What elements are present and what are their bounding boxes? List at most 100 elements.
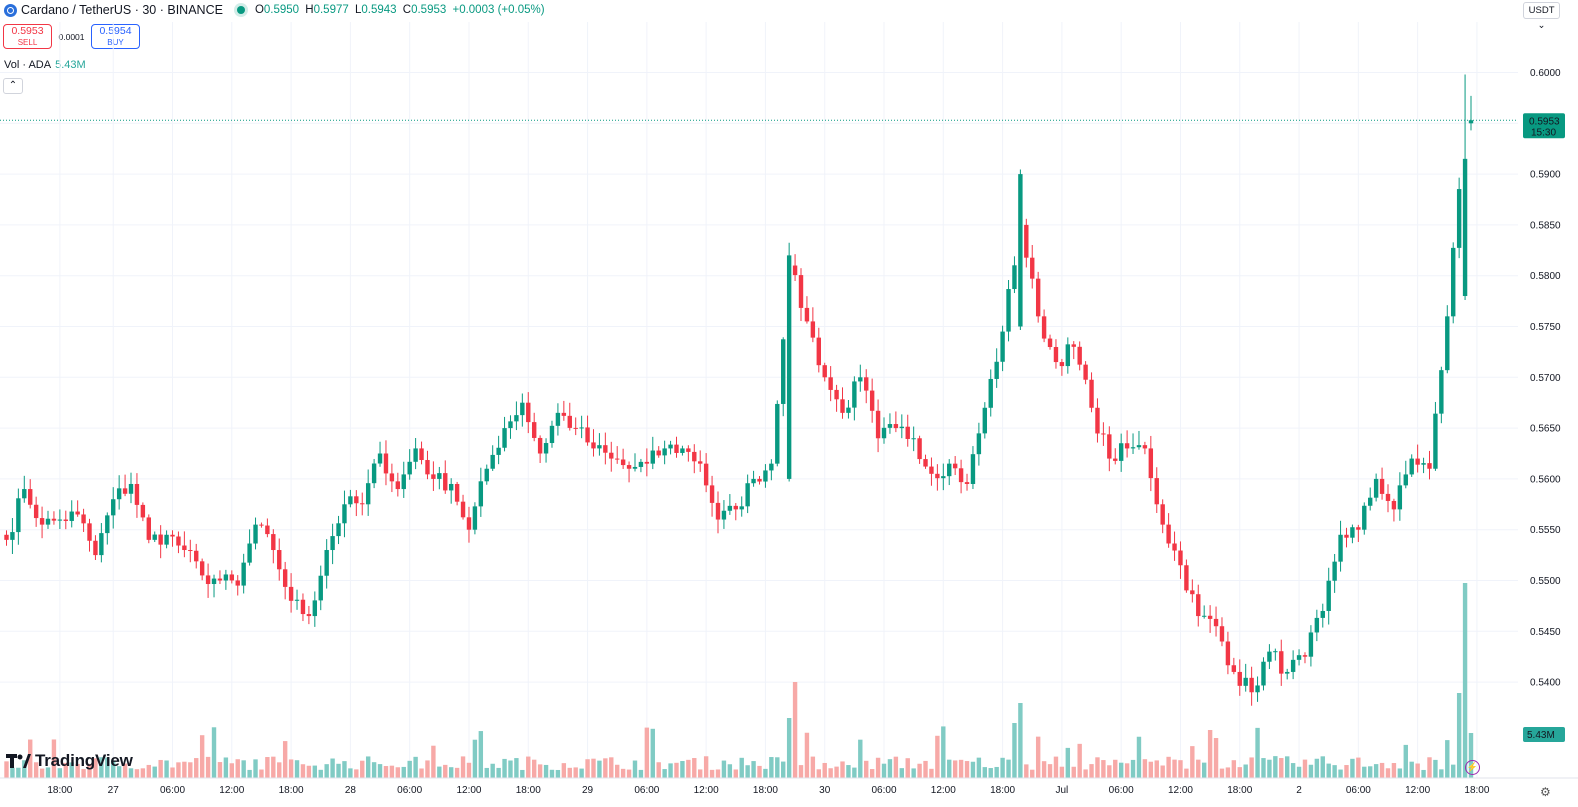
volume-bar [638,769,644,778]
sell-button[interactable]: 0.5953 SELL [3,24,52,49]
candle-body [609,452,614,459]
x-tick-label: 18:00 [279,785,304,796]
candle-body [93,540,98,556]
candle-body [626,465,632,469]
currency-selector[interactable]: USDT ⌄ [1523,2,1560,31]
x-tick-label: 12:00 [456,785,481,796]
volume-bar [846,765,851,778]
volume-bar [1166,756,1171,778]
x-tick-label: 12:00 [219,785,244,796]
volume-bar [620,768,626,778]
candle-body [1255,685,1260,693]
candle-body [99,533,104,556]
candle-body [306,614,312,617]
candle-body [1172,543,1177,551]
volume-bar [1095,757,1100,778]
candle-body [1468,120,1474,124]
volume-bar [1320,756,1325,778]
lightning-icon[interactable]: ⚡ [1465,760,1480,775]
volume-bar [929,768,934,778]
candle-body [176,536,181,546]
volume-bar [775,757,780,778]
volume-bar [271,756,276,778]
countdown-label: 15:30 [1531,127,1556,138]
volume-bar [958,759,964,778]
volume-bar [1373,764,1379,778]
volume-bar [976,757,982,778]
volume-bar [437,766,442,778]
volume-bar [911,768,916,778]
candle-body [10,532,15,540]
candle-body [1379,478,1385,494]
candle-body [543,443,549,454]
x-tick-label: 18:00 [516,785,541,796]
tradingview-logo-icon [6,754,31,768]
volume-bar [247,769,252,778]
volume-bar [1314,758,1320,778]
candle-body [935,473,940,479]
candle-body [16,498,21,533]
candle-body [294,599,300,601]
candle-body [1071,344,1076,347]
volume-bar [893,756,899,778]
volume-bar [514,758,519,778]
volume-bar [1118,762,1124,778]
volume-bar [781,761,786,778]
candle-body [1219,626,1225,642]
candle-body [727,505,733,511]
candle-body [81,514,86,524]
candle-body [757,478,762,482]
symbol-title[interactable]: Cardano / TetherUS · 30 · BINANCE [21,3,223,17]
market-open-icon [236,6,245,14]
y-tick-label: 0.5800 [1530,271,1561,282]
volume-bar [656,762,661,778]
volume-bar [235,759,240,778]
gear-icon[interactable]: ⚙ [1540,785,1551,799]
volume-bar [45,767,51,778]
volume-bar [454,767,460,778]
x-tick-label: 06:00 [1346,785,1371,796]
volume-bar [1154,760,1159,778]
ohlc-values: O0.5950 H0.5977 L0.5943 C0.5953 +0.0003 … [254,4,545,16]
volume-bar [1065,747,1071,778]
candle-body [39,518,45,525]
volume-bar [306,765,312,778]
candle-body [365,483,371,505]
candle-body [360,503,365,505]
volume-bar [146,764,151,778]
volume-bar [626,769,632,778]
candle-body [1273,651,1278,653]
candle-body [1433,413,1438,469]
volume-bar [905,758,910,778]
candle-body [662,448,667,456]
volume-bar [869,769,875,778]
candle-body [318,575,323,601]
volume-bar [360,760,365,778]
buy-button[interactable]: 0.5954 BUY [91,24,140,49]
candle-body [531,422,537,438]
candle-body [158,534,163,545]
candle-body [1249,677,1254,693]
candle-body [217,578,223,581]
candle-body [1030,257,1035,279]
volume-bar [739,757,744,778]
candle-body [1000,331,1005,362]
last-price-badge [1523,113,1565,139]
volume-bar [241,760,246,778]
candle-body [1201,615,1207,617]
candle-body [1451,247,1456,317]
x-tick-label: 12:00 [1168,785,1193,796]
candle-body [994,361,999,379]
volume-label: Vol · ADA [4,59,52,71]
tradingview-logo[interactable]: TradingView [6,751,133,771]
candle-body [182,545,187,551]
chevron-up-icon[interactable]: ⌃ [3,78,23,94]
candle-body [555,412,561,426]
x-tick-label: 28 [345,785,357,796]
volume-bar [365,756,371,778]
volume-bar [1356,757,1361,778]
volume-bar [87,763,92,778]
volume-bar [158,759,163,778]
volume-bar [69,762,74,778]
